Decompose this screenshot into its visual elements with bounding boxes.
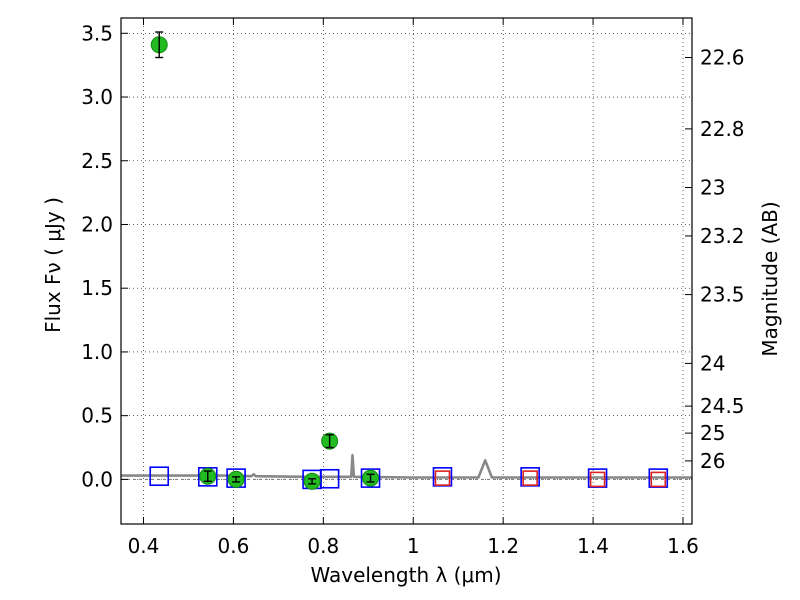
x-tick-label: 0.4 [128, 534, 160, 558]
x-tick-label: 1.4 [577, 534, 609, 558]
upper-limit-square [650, 471, 667, 488]
x-tick-label: 1 [407, 534, 420, 558]
y2-tick-label: 24.5 [700, 394, 745, 418]
y-tick-label: 1.5 [81, 276, 113, 300]
y2-tick-label: 22.8 [700, 117, 745, 141]
y2-tick-label: 23 [700, 176, 725, 200]
upper-limit-square [434, 470, 451, 486]
x-axis-label: Wavelength λ (μm) [310, 563, 501, 587]
tick-layer: 0.4 0.6 0.8 1 1.2 1.4 1.6 0.0 0.5 1.0 1.5 2.0 2.5 3.0… [81, 18, 745, 558]
upper-limit-square [589, 471, 606, 488]
model-flux-square [360, 468, 381, 488]
series-layer [121, 31, 692, 490]
y2-tick-label: 23.2 [700, 224, 745, 248]
model-flux-square [149, 466, 170, 487]
y-tick-label: 1.0 [81, 340, 113, 364]
y2-tick-label: 22.6 [700, 46, 745, 70]
y2-axis-label: Magnitude (AB) [758, 201, 782, 356]
upper-limit-square [522, 470, 538, 486]
x-tick-label: 0.6 [217, 534, 249, 558]
y2-tick-label: 24 [700, 351, 725, 375]
x-tick-label: 1.6 [667, 534, 699, 558]
y-tick-label: 3.0 [81, 85, 113, 109]
plot-frame [120, 17, 693, 525]
x-tick-label: 0.8 [307, 534, 339, 558]
y-axis-label: Flux Fν ( μJy ) [41, 197, 65, 333]
x-tick-label: 1.2 [487, 534, 519, 558]
model-flux-square [319, 468, 340, 489]
y-tick-label: 0.0 [81, 467, 113, 491]
grid-lines [121, 18, 692, 524]
y2-tick-label: 25 [700, 421, 725, 445]
y-tick-label: 2.5 [81, 149, 113, 173]
y-tick-label: 3.5 [81, 21, 113, 45]
y-tick-label: 0.5 [81, 404, 113, 428]
y2-tick-label: 23.5 [700, 283, 745, 307]
y2-tick-label: 26 [700, 449, 725, 473]
y-tick-label: 2.0 [81, 212, 113, 236]
